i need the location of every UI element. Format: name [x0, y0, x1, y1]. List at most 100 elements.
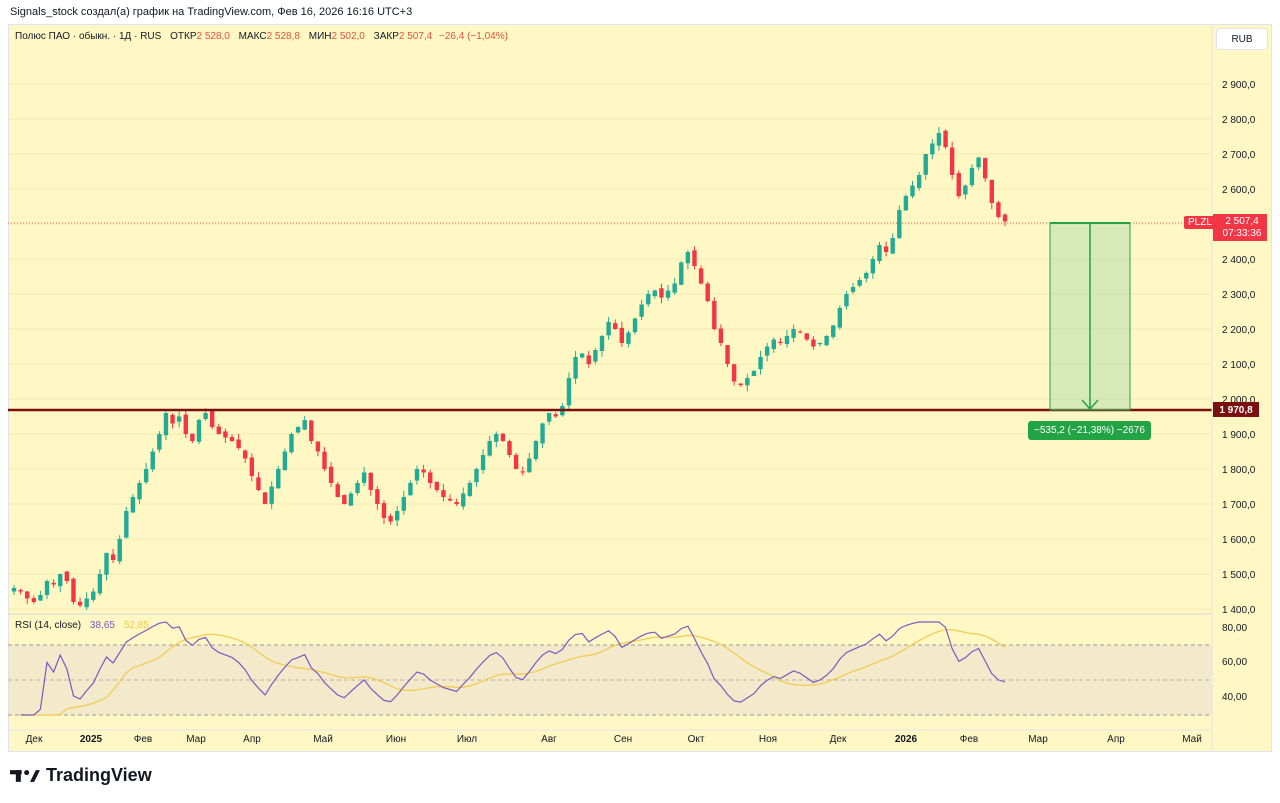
candle-body	[553, 414, 558, 417]
candle-body	[480, 455, 486, 471]
candle-body	[745, 378, 750, 386]
candle-body	[25, 591, 30, 599]
candle-body	[203, 413, 208, 420]
candle-body	[540, 423, 545, 444]
candle-body	[956, 173, 961, 196]
candle-body	[375, 489, 380, 504]
price-axis-label: 2 800,0	[1222, 115, 1256, 126]
candle-body	[500, 433, 506, 441]
candle-body	[137, 483, 142, 500]
candle-body	[223, 431, 228, 438]
candle-body	[520, 471, 525, 473]
candle-body	[183, 414, 188, 434]
time-axis-label: Окт	[688, 734, 705, 745]
candle-body	[652, 290, 658, 297]
candle-body	[725, 345, 730, 364]
candle-body	[705, 283, 710, 301]
candle-body	[262, 492, 268, 504]
candle-body	[414, 469, 420, 481]
candle-body	[533, 441, 539, 459]
rsi-axis-label: 60,00	[1222, 657, 1247, 668]
candle-body	[441, 490, 446, 497]
candle-body	[579, 353, 585, 358]
candle-body	[784, 336, 790, 345]
tradingview-logo[interactable]: TradingView	[10, 765, 152, 786]
candle-body	[51, 582, 56, 585]
candle-body	[150, 451, 155, 470]
candle-body	[996, 202, 1001, 217]
price-axis-label: 2 000,0	[1222, 395, 1256, 406]
candle-body	[256, 477, 261, 490]
candle-body	[989, 179, 994, 203]
price-axis-label: 2 400,0	[1222, 255, 1256, 266]
candle-body	[216, 426, 222, 434]
ticker-tag: PLZL	[1184, 216, 1216, 229]
candle-body	[764, 346, 770, 356]
candle-body	[163, 413, 169, 436]
candle-body	[573, 357, 578, 379]
candle-body	[778, 341, 783, 343]
candle-body	[797, 331, 803, 333]
candle-body	[269, 486, 274, 504]
candle-body	[110, 554, 116, 560]
price-axis-label: 1 900,0	[1222, 430, 1256, 441]
candle-body	[890, 238, 895, 254]
candle-body	[58, 574, 63, 587]
candle-body	[289, 434, 294, 453]
candle-body	[124, 511, 129, 538]
candle-body	[1002, 214, 1008, 222]
candle-body	[18, 590, 23, 592]
candle-body	[864, 273, 869, 279]
candle-body	[976, 157, 981, 168]
close-label: ЗАКР	[373, 31, 399, 42]
price-axis-label: 2 700,0	[1222, 150, 1256, 161]
symbol-label[interactable]: Полюс ПАО · обыкн. · 1Д · RUS	[15, 31, 162, 42]
candle-body	[943, 130, 948, 147]
candle-body	[97, 574, 103, 594]
candle-body	[771, 339, 776, 350]
candle-body	[738, 383, 743, 385]
candle-body	[513, 454, 519, 469]
candle-body	[348, 493, 354, 506]
time-axis-label: 2026	[895, 734, 918, 745]
open-label: ОТКР	[170, 31, 197, 42]
candle-body	[751, 371, 757, 377]
candle-body	[474, 469, 479, 483]
candle-body	[969, 168, 975, 186]
candle-body	[837, 308, 843, 328]
countdown-value: 07:33:36	[1222, 228, 1262, 239]
candle-body	[897, 210, 902, 239]
low-value: 2 502,0	[331, 31, 365, 42]
candle-body	[487, 441, 492, 456]
candle-body	[910, 185, 915, 197]
candle-body	[143, 469, 149, 483]
time-axis-label: Фев	[960, 734, 978, 745]
candle-body	[672, 283, 677, 293]
candle-body	[811, 339, 816, 347]
rsi-label[interactable]: RSI (14, close)	[15, 620, 82, 631]
currency-button[interactable]: RUB	[1216, 28, 1268, 50]
time-axis-label: Мар	[1028, 734, 1048, 745]
high-label: МАКС	[238, 31, 267, 42]
level-price-tag	[1213, 402, 1259, 417]
candle-body	[361, 472, 367, 483]
candle-body	[527, 458, 532, 473]
price-axis-label: 1 400,0	[1222, 605, 1256, 616]
time-axis-label: Июл	[457, 734, 477, 745]
candle-body	[355, 483, 360, 493]
change-value: −26,4 (−1,04%)	[439, 31, 508, 42]
candle-body	[718, 328, 724, 343]
candle-body	[613, 323, 618, 329]
candle-body	[117, 539, 122, 562]
candle-body	[368, 472, 373, 490]
chart-pane[interactable]	[8, 24, 1272, 752]
time-axis-label: Сен	[614, 734, 632, 745]
candle-body	[626, 332, 631, 344]
candle-body	[302, 420, 307, 430]
time-axis-label: Авг	[541, 734, 557, 745]
time-axis-label: Июн	[386, 734, 406, 745]
candle-body	[388, 515, 393, 522]
candle-body	[870, 259, 876, 274]
candle-body	[170, 414, 175, 424]
